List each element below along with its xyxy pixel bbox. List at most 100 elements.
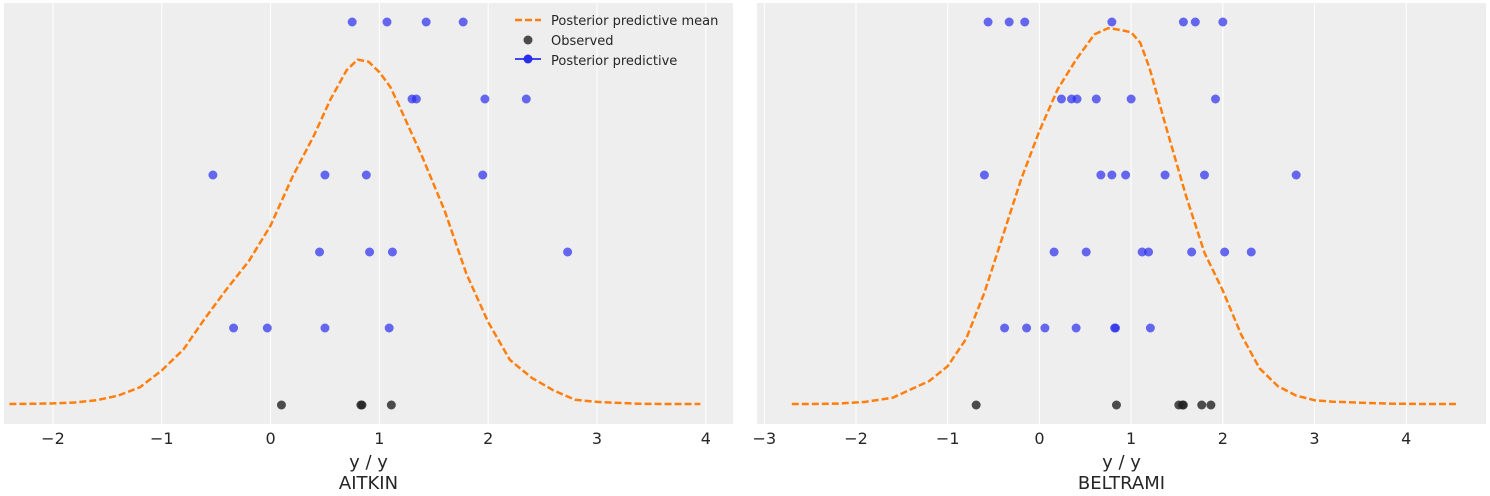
observed-point — [1206, 400, 1216, 410]
x-tick-label: −2 — [844, 429, 868, 448]
grid-beltrami — [763, 3, 1407, 424]
posterior-predictive-aitkin — [208, 17, 573, 333]
mean-curve-aitkin — [9, 58, 701, 406]
x-tick-label: 0 — [1034, 429, 1044, 448]
x-tick-label: 4 — [1401, 429, 1411, 448]
posterior-predictive-point — [1291, 170, 1301, 180]
posterior-predictive-point — [1210, 94, 1220, 104]
x-ticks-aitkin: −2 −1 0 1 2 3 4 — [41, 429, 711, 448]
posterior-predictive-point — [1071, 323, 1081, 333]
x-ticks-beltrami: −3 −2 −1 0 1 2 3 4 — [753, 429, 1412, 448]
legend-label-pp: Posterior predictive — [551, 54, 677, 69]
posterior-predictive-point — [1246, 247, 1256, 257]
posterior-predictive-point — [458, 17, 468, 27]
posterior-predictive-point — [1199, 170, 1209, 180]
observed-point — [276, 400, 286, 410]
x-tick-label: 3 — [1309, 429, 1319, 448]
observed-point — [1178, 400, 1188, 410]
posterior-predictive-point — [365, 247, 375, 257]
x-tick-label: −3 — [753, 429, 777, 448]
posterior-predictive-point — [478, 170, 488, 180]
observed-point — [971, 400, 981, 410]
posterior-predictive-point — [347, 17, 357, 27]
x-axis-label-beltrami: y / y — [1102, 452, 1141, 473]
posterior-predictive-point — [1081, 247, 1091, 257]
x-tick-label: 1 — [1126, 429, 1136, 448]
posterior-predictive-point — [208, 170, 218, 180]
posterior-predictive-point — [1000, 323, 1010, 333]
posterior-predictive-point — [1126, 94, 1136, 104]
x-tick-label: 3 — [592, 429, 602, 448]
posterior-predictive-point — [262, 323, 272, 333]
posterior-predictive-point — [382, 17, 392, 27]
mean-curve-beltrami — [791, 26, 1457, 406]
posterior-predictive-point — [384, 323, 394, 333]
legend-label-observed: Observed — [551, 34, 614, 49]
posterior-predictive-beltrami — [979, 17, 1301, 333]
posterior-predictive-point — [1190, 17, 1200, 27]
grid-aitkin — [52, 3, 707, 424]
posterior-predictive-point — [387, 247, 397, 257]
posterior-predictive-point — [1220, 247, 1230, 257]
plot-area-aitkin — [4, 3, 733, 424]
panel-aitkin: −2 −1 0 1 2 3 4 y / y AITKIN Posterior predict… — [4, 3, 733, 494]
posterior-predictive-point — [1040, 323, 1050, 333]
x-tick-label: 4 — [701, 429, 711, 448]
posterior-predictive-point — [521, 94, 531, 104]
observed-point — [1197, 400, 1207, 410]
posterior-predictive-point — [320, 323, 330, 333]
x-tick-label: 2 — [483, 429, 493, 448]
posterior-predictive-mean-line — [791, 26, 1457, 406]
posterior-predictive-point — [1020, 17, 1030, 27]
posterior-predictive-point — [1107, 170, 1117, 180]
posterior-predictive-point — [315, 247, 325, 257]
x-tick-label: 2 — [1218, 429, 1228, 448]
posterior-predictive-point — [1072, 94, 1082, 104]
observed-point — [386, 400, 396, 410]
posterior-predictive-point — [1096, 170, 1106, 180]
plot-area-beltrami — [757, 3, 1486, 424]
posterior-predictive-point — [979, 170, 989, 180]
posterior-predictive-point — [1121, 170, 1131, 180]
posterior-predictive-point — [1187, 247, 1197, 257]
x-tick-label: −1 — [150, 429, 174, 448]
posterior-predictive-point — [229, 323, 239, 333]
posterior-predictive-point — [1004, 17, 1014, 27]
posterior-predictive-point — [411, 94, 421, 104]
observed-beltrami — [971, 400, 1216, 410]
posterior-predictive-point — [1178, 17, 1188, 27]
legend: Posterior predictive mean Observed Poste… — [515, 14, 718, 69]
posterior-predictive-mean-line — [9, 58, 701, 406]
posterior-predictive-point — [1091, 94, 1101, 104]
x-tick-label: 0 — [265, 429, 275, 448]
posterior-predictive-point — [421, 17, 431, 27]
posterior-predictive-point — [1049, 247, 1059, 257]
posterior-predictive-point — [1145, 323, 1155, 333]
posterior-predictive-point — [320, 170, 330, 180]
x-axis-label-aitkin: y / y — [349, 452, 388, 473]
legend-swatch-pp-marker — [523, 54, 533, 64]
posterior-predictive-point — [1160, 170, 1170, 180]
posterior-predictive-point — [1111, 323, 1121, 333]
x-tick-label: −2 — [41, 429, 65, 448]
posterior-predictive-point — [361, 170, 371, 180]
legend-label-mean: Posterior predictive mean — [551, 14, 718, 29]
posterior-predictive-point — [1218, 17, 1228, 27]
x-tick-label: −1 — [936, 429, 960, 448]
observed-aitkin — [276, 400, 396, 410]
posterior-predictive-point — [1022, 323, 1032, 333]
observed-point — [1111, 400, 1121, 410]
posterior-predictive-point — [1056, 94, 1066, 104]
posterior-predictive-point — [1107, 17, 1117, 27]
panel-title-beltrami: BELTRAMI — [1078, 473, 1165, 494]
legend-swatch-observed — [523, 35, 533, 45]
posterior-predictive-point — [563, 247, 573, 257]
posterior-predictive-point — [1144, 247, 1154, 257]
x-tick-label: 1 — [374, 429, 384, 448]
panel-beltrami: −3 −2 −1 0 1 2 3 4 y / y BELTRAMI — [753, 3, 1486, 494]
posterior-predictive-point — [983, 17, 993, 27]
posterior-predictive-point — [1137, 247, 1147, 257]
posterior-predictive-point — [480, 94, 490, 104]
observed-point — [357, 400, 367, 410]
